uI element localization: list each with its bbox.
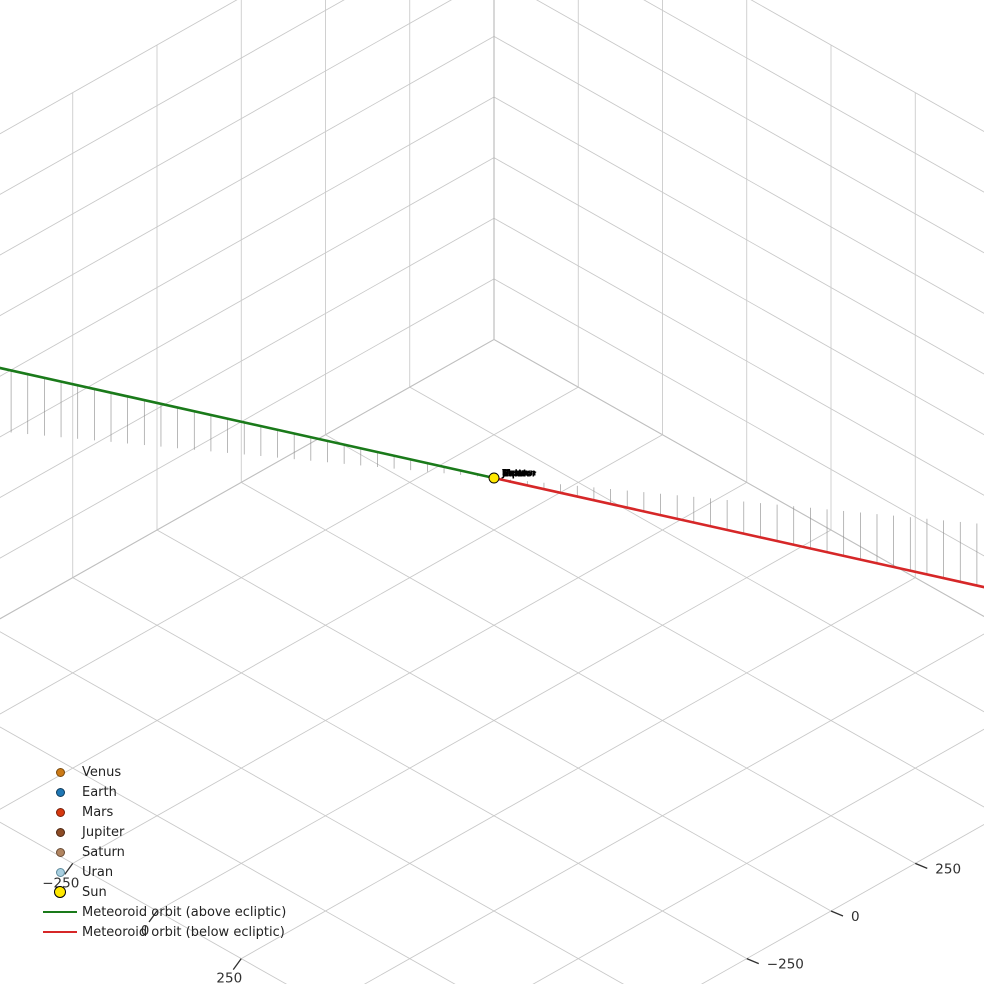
body-marker-sun (488, 472, 500, 484)
grid-line (0, 96, 495, 377)
legend-item-label: Jupiter (82, 824, 125, 840)
legend-item-jupiter[interactable]: Jupiter (38, 822, 286, 842)
legend-marker-icon (55, 827, 65, 837)
grid-line (0, 36, 495, 317)
grid-line (409, 386, 984, 713)
legend-item-sun[interactable]: Sun (38, 882, 286, 902)
grid-line (0, 0, 238, 135)
legend-marker-icon (55, 767, 65, 777)
legend-item-label: Uran (82, 864, 114, 880)
legend-marker-icon (55, 807, 65, 817)
grid-line (493, 96, 984, 375)
axis-pane (0, 0, 494, 619)
grid-line (156, 529, 832, 912)
grid-line (148, 910, 158, 923)
tick-group (64, 862, 928, 971)
point-label-uran: Uran (502, 470, 526, 480)
legend-key-marker (38, 787, 82, 797)
legend-item-label: Venus (82, 764, 122, 780)
grid-line (0, 0, 345, 195)
legend-item-earth[interactable]: Earth (38, 782, 286, 802)
grid-line (232, 958, 242, 971)
legend-key-marker (38, 847, 82, 857)
legend-key-line (38, 911, 82, 913)
legend-item-meteoroid-orbit-below-ecliptic[interactable]: Meteoroid orbit (below ecliptic) (38, 922, 286, 942)
grid-line (643, 0, 984, 193)
legend-line-icon (43, 911, 77, 913)
grid-line (493, 339, 984, 618)
grid-line (0, 0, 452, 256)
grid-line (750, 0, 984, 132)
y-tick-label: 250 (935, 861, 961, 877)
grid-line (363, 633, 984, 984)
axis-pane (0, 339, 984, 984)
ticklabel-group: −750−500−2500250500750−750−500−250025050… (42, 861, 961, 984)
grid-line (532, 728, 984, 984)
legend-key-marker (38, 867, 82, 877)
legend-item-label: Saturn (82, 844, 125, 860)
y-tick-label: 0 (851, 909, 860, 925)
x-tick-label: −250 (42, 875, 79, 891)
legend-item-mars[interactable]: Mars (38, 802, 286, 822)
legend-item-uran[interactable]: Uran (38, 862, 286, 882)
point-label-jupiter: Jupiter (501, 470, 537, 480)
legend-item-saturn[interactable]: Saturn (38, 842, 286, 862)
grid-line (64, 862, 74, 875)
x-tick-label: 250 (216, 971, 242, 984)
legend-item-label: Earth (82, 784, 117, 800)
point-label-venus: Venus (502, 469, 533, 479)
grid-line (0, 339, 495, 620)
legend-marker-icon (55, 787, 65, 797)
legend-marker-icon (54, 886, 66, 898)
orbit-track (0, 366, 496, 480)
legend-item-label: Sun (82, 884, 107, 900)
grid-line (325, 434, 984, 808)
orbit-track (492, 476, 984, 589)
grid-line (241, 482, 916, 864)
grid-line (241, 577, 916, 959)
x-tick-label: 0 (141, 923, 150, 939)
legend-line-icon (43, 931, 77, 933)
legend: Venus Earth Mars Jupiter Saturn Uran Sun Meteor… (38, 762, 286, 942)
legend-marker-icon (55, 847, 65, 857)
legend-item-label: Meteoroid orbit (above ecliptic) (82, 904, 287, 920)
point-label-saturn: Saturn (502, 469, 536, 479)
grid-line (915, 862, 928, 869)
legend-key-marker (38, 886, 82, 898)
legend-item-label: Mars (82, 804, 114, 820)
legend-key-marker (38, 767, 82, 777)
legend-item-meteoroid-orbit-above-ecliptic[interactable]: Meteoroid orbit (above ecliptic) (38, 902, 286, 922)
point-label-earth: Earth (502, 470, 529, 480)
legend-marker-icon (55, 867, 65, 877)
stem-group (10, 370, 978, 586)
grid-line (536, 0, 984, 254)
point-label-mars: Mars (502, 469, 527, 479)
orbit-group (0, 366, 984, 589)
grid-line (746, 958, 759, 965)
grid-line (493, 36, 984, 314)
legend-item-venus[interactable]: Venus (38, 762, 286, 782)
marker-group (488, 472, 500, 484)
point-label-sun: Sun (502, 469, 521, 479)
axis-pane (494, 0, 984, 617)
legend-key-marker (38, 807, 82, 817)
legend-key-line (38, 931, 82, 933)
grid-line (830, 910, 844, 917)
legend-item-label: Meteoroid orbit (below ecliptic) (82, 924, 285, 940)
legend-key-marker (38, 827, 82, 837)
y-tick-label: −250 (767, 957, 804, 973)
